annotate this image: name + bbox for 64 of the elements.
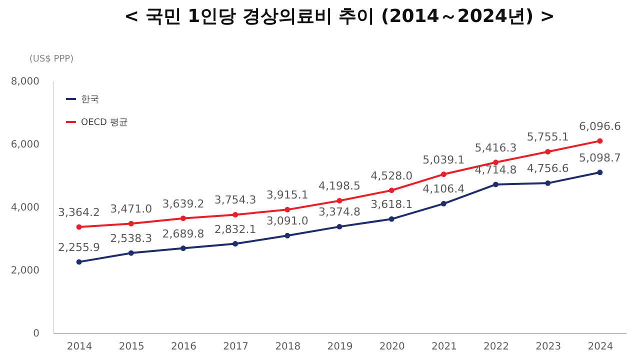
point [180,246,186,252]
x-tick-label: 2018 [275,342,301,352]
point [336,224,342,230]
point [440,200,446,206]
data-label: 6,096.6 [578,120,621,133]
y-tick-label: 6,000 [10,140,40,150]
data-label: 3,639.2 [162,197,204,210]
point [128,250,134,256]
point [440,172,446,177]
point [545,148,551,154]
y-tick-label: 2,000 [10,266,40,276]
x-tick-label: 2016 [171,342,196,352]
legend-label: OECD 평균 [81,118,128,128]
data-label: 4,106.4 [422,182,465,196]
x-tick-label: 2021 [431,342,457,352]
point [128,220,134,226]
x-tick-label: 2020 [379,342,405,352]
y-tick-label: 8,000 [10,76,40,88]
chart-title: < 국민 1인당 경상의료비 추이 (2014～2024년) > [124,6,555,27]
data-label: 3,374.8 [318,206,360,219]
data-label: 4,756.6 [526,162,569,176]
x-tick-label: 2022 [484,342,509,352]
point [76,259,82,265]
data-label: 5,755.1 [526,130,569,144]
x-tick-label: 2015 [118,342,144,352]
point [232,241,238,247]
data-label: 3,091.0 [266,214,308,228]
y-tick-label: 4,000 [10,202,40,214]
point [180,216,186,222]
legend-label: 한국 [81,95,99,105]
data-label: 5,039.1 [422,153,465,166]
point [284,232,290,238]
point [284,206,290,212]
point [388,216,394,222]
x-tick-label: 2017 [223,342,249,352]
data-label: 4,528.0 [370,169,413,182]
data-label: 5,098.7 [578,151,621,164]
data-label: 4,714.8 [474,163,517,176]
data-label: 3,915.1 [266,188,308,202]
point [493,160,499,166]
data-label: 5,416.3 [474,141,517,154]
x-tick-label: 2024 [588,342,614,352]
y-tick-label: 0 [33,328,40,340]
data-label: 2,538.3 [110,232,152,246]
point [336,198,342,204]
point [545,180,551,186]
data-label: 4,198.5 [318,180,360,193]
data-label: 2,832.1 [214,222,256,236]
point [493,182,499,188]
point [232,212,238,218]
y-axis-title: (US$ PPP) [29,54,74,64]
data-label: 2,255.9 [58,240,100,254]
x-tick-label: 2019 [327,342,353,352]
x-tick-label: 2023 [536,342,562,352]
point [597,170,603,176]
data-label: 3,364.2 [58,206,100,220]
data-label: 2,689.8 [162,227,204,240]
data-label: 3,471.0 [110,202,152,216]
point [76,224,82,230]
data-label: 3,754.3 [214,194,256,207]
point [388,188,394,194]
x-tick-label: 2014 [66,342,92,352]
point [597,138,603,144]
data-label: 3,618.1 [370,198,413,212]
